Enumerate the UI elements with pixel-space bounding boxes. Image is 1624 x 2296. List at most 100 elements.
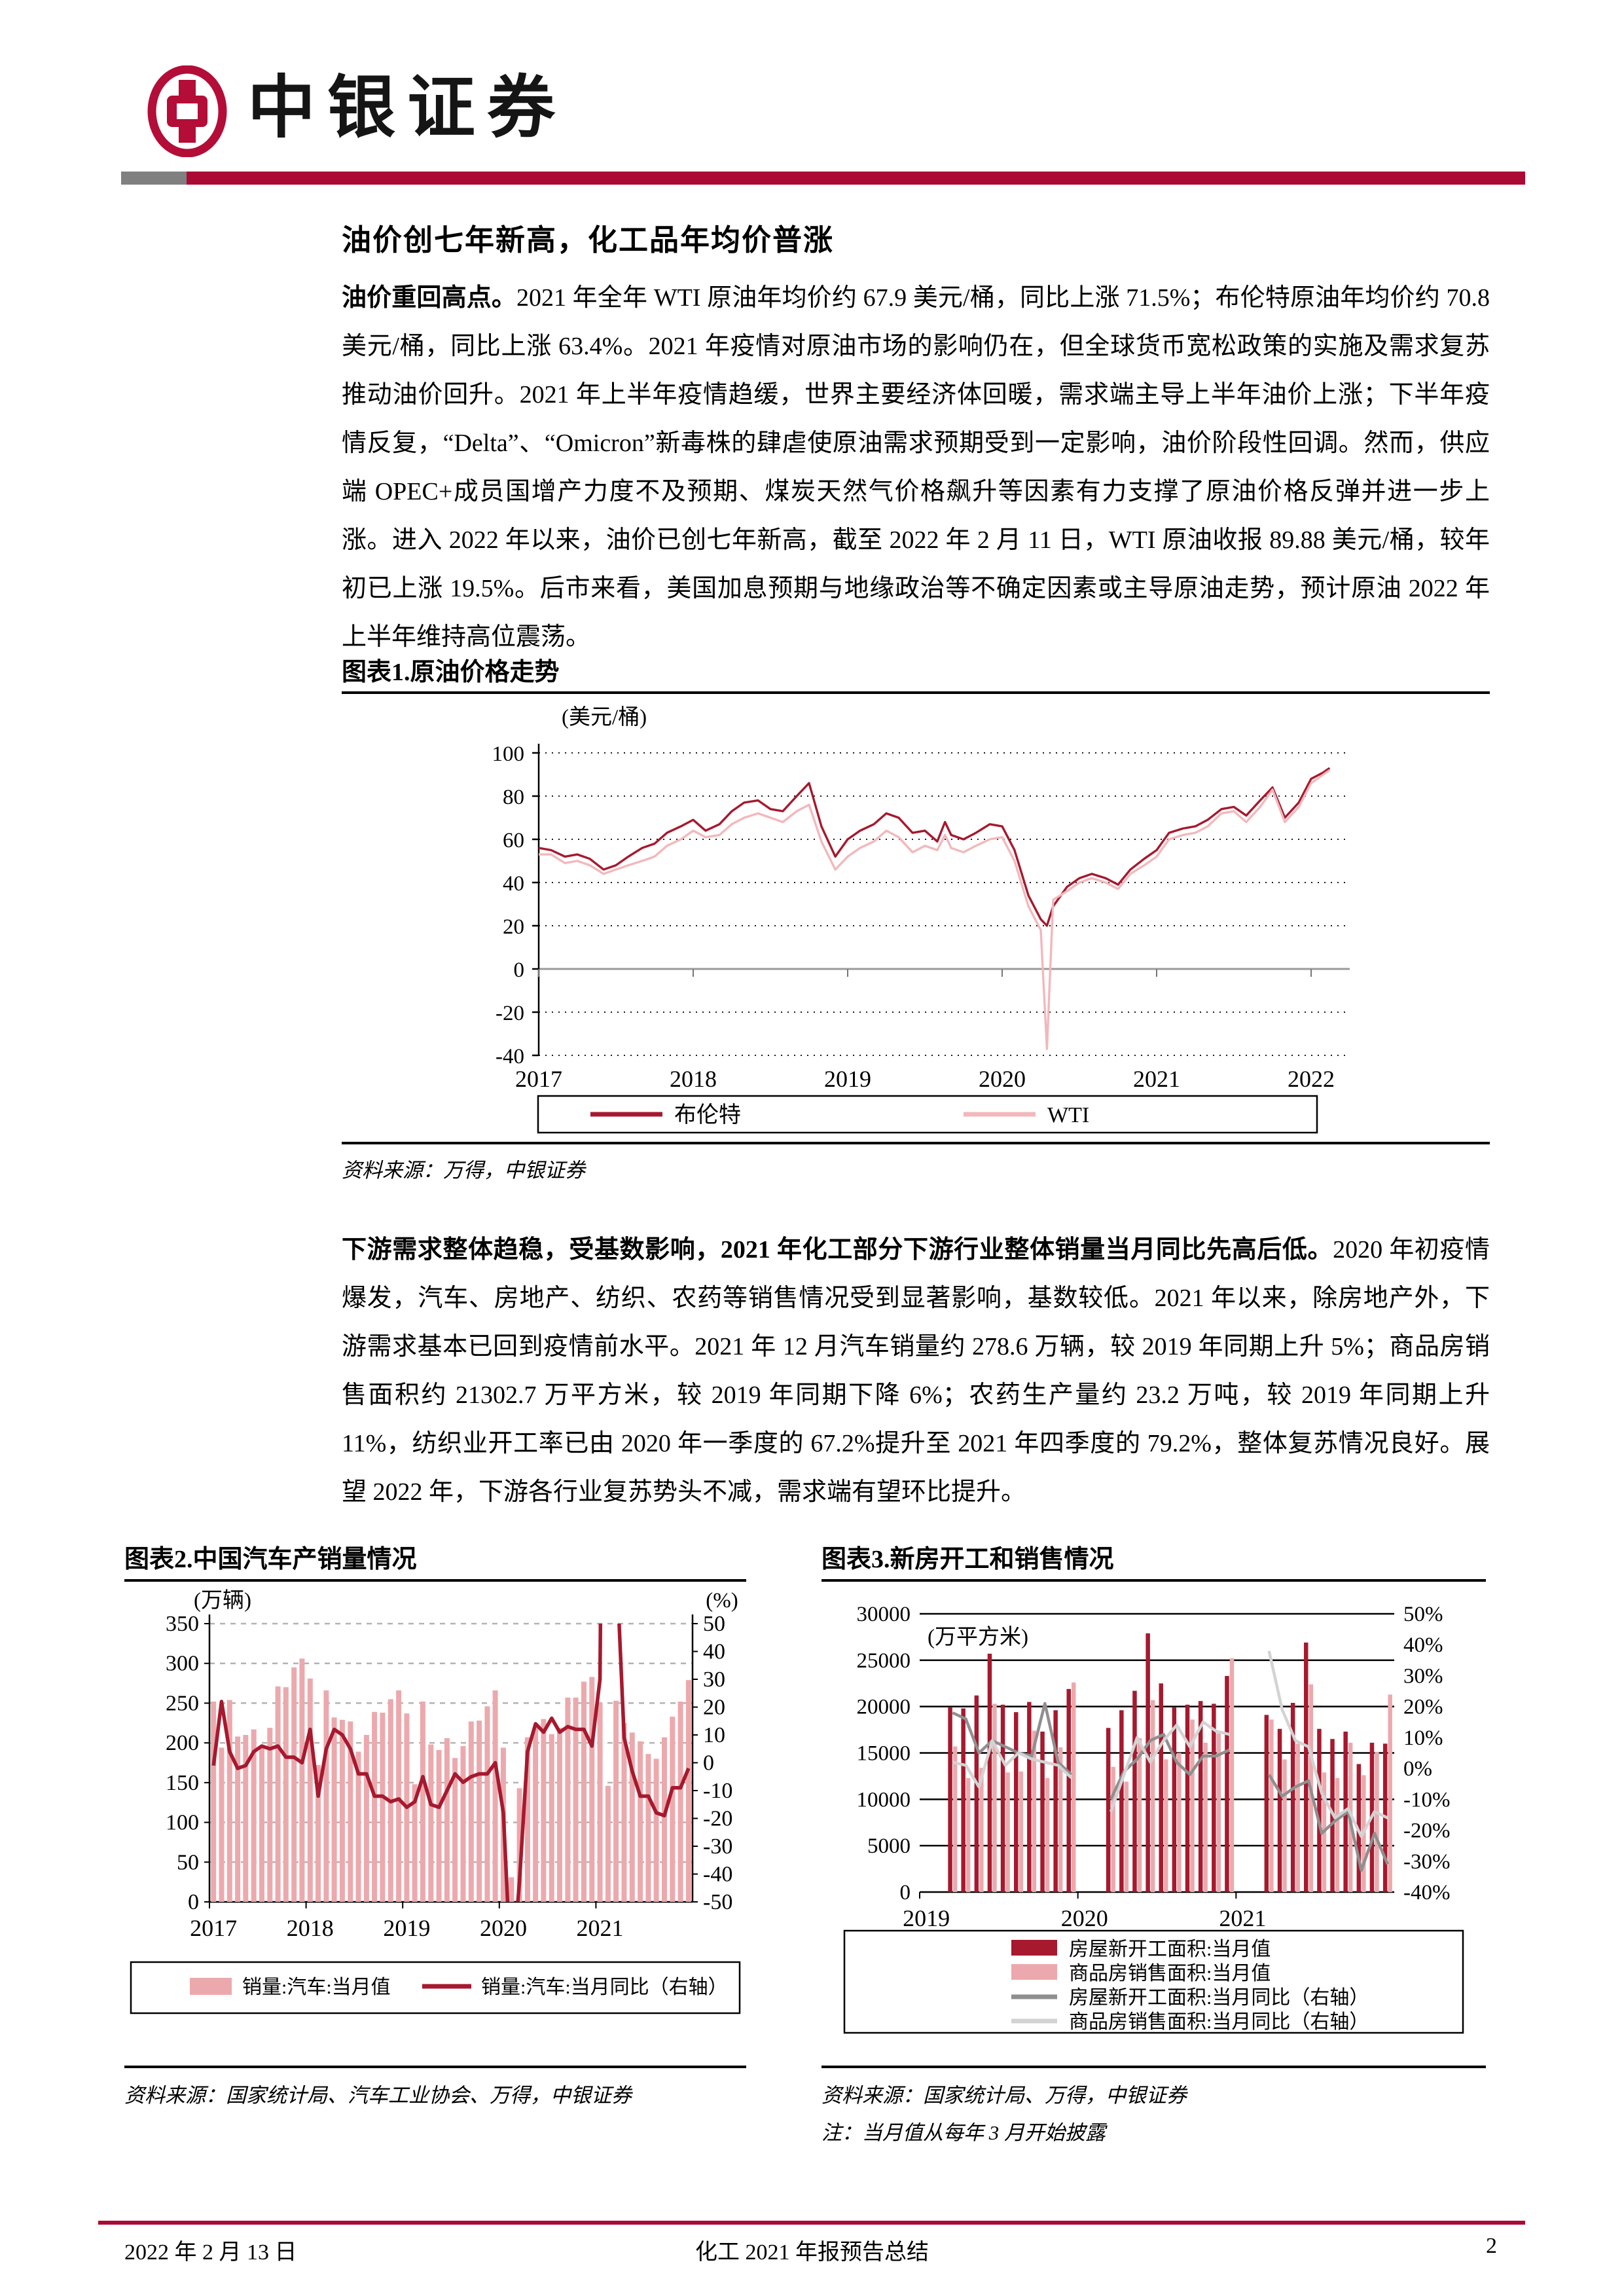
svg-text:150: 150 — [166, 1771, 199, 1795]
svg-text:2018: 2018 — [670, 1066, 717, 1092]
svg-text:200: 200 — [166, 1731, 199, 1755]
svg-text:(万辆): (万辆) — [194, 1588, 251, 1613]
svg-text:15000: 15000 — [857, 1742, 911, 1766]
header-bar-gray — [121, 172, 187, 185]
paragraph-body: 2020 年初疫情爆发，汽车、房地产、纺织、农药等销售情况受到显著影响，基数较低… — [342, 1236, 1490, 1506]
fig1-title: 图表1.原油价格走势 — [342, 659, 560, 686]
svg-text:-40: -40 — [703, 1863, 732, 1887]
boc-logo-icon — [147, 65, 227, 158]
svg-text:2017: 2017 — [515, 1066, 562, 1092]
svg-text:-40: -40 — [496, 1045, 524, 1068]
svg-text:(万平方米): (万平方米) — [928, 1625, 1028, 1649]
svg-text:-20: -20 — [703, 1807, 732, 1831]
svg-text:40: 40 — [703, 1640, 725, 1664]
svg-text:30%: 30% — [1403, 1664, 1443, 1688]
svg-text:10%: 10% — [1403, 1726, 1443, 1750]
svg-text:100: 100 — [492, 742, 525, 766]
fig1-source: 资料来源：万得，中银证券 — [342, 1159, 585, 1182]
fig2-title: 图表2.中国汽车产销量情况 — [124, 1546, 417, 1573]
svg-text:2021: 2021 — [1219, 1905, 1266, 1931]
fig3-rule-top — [821, 1579, 1486, 1582]
svg-text:0: 0 — [188, 1890, 199, 1914]
svg-text:100: 100 — [166, 1811, 199, 1835]
footer-rule — [98, 2221, 1525, 2225]
svg-text:(%): (%) — [706, 1589, 738, 1613]
svg-text:40: 40 — [503, 872, 524, 896]
fig2-source: 资料来源：国家统计局、汽车工业协会、万得，中银证券 — [124, 2084, 632, 2107]
footer-page-number: 2 — [1486, 2234, 1497, 2258]
svg-text:20000: 20000 — [857, 1696, 911, 1719]
svg-text:布伦特: 布伦特 — [674, 1102, 741, 1127]
svg-text:2020: 2020 — [1061, 1905, 1108, 1931]
svg-text:-50: -50 — [703, 1890, 732, 1914]
fig1-rule-top — [342, 691, 1490, 694]
fig3-note: 注：当月值从每年 3 月开始披露 — [821, 2121, 1106, 2144]
svg-text:25000: 25000 — [857, 1649, 911, 1673]
svg-text:0: 0 — [703, 1751, 714, 1776]
fig3-source: 资料来源：国家统计局、万得，中银证券 — [821, 2084, 1187, 2107]
svg-text:40%: 40% — [1403, 1633, 1443, 1657]
paragraph-downstream: 下游需求整体趋稳，受基数影响，2021 年化工部分下游行业整体销量当月同比先高后… — [342, 1226, 1490, 1516]
svg-text:-10: -10 — [703, 1779, 732, 1803]
svg-text:0: 0 — [514, 958, 525, 982]
paragraph-lead: 油价重回高点。 — [342, 284, 517, 312]
svg-text:2021: 2021 — [577, 1915, 624, 1941]
footer-doc-title: 化工 2021 年报预告总结 — [695, 2240, 929, 2265]
svg-text:-20: -20 — [496, 1002, 524, 1025]
svg-text:30000: 30000 — [857, 1603, 911, 1626]
svg-text:-40%: -40% — [1403, 1881, 1450, 1904]
svg-text:20: 20 — [703, 1696, 725, 1720]
svg-text:商品房销售面积:当月同比（右轴）: 商品房销售面积:当月同比（右轴） — [1069, 2011, 1369, 2033]
svg-text:销量:汽车:当月值: 销量:汽车:当月值 — [242, 1977, 391, 1998]
svg-text:2019: 2019 — [903, 1905, 950, 1931]
svg-text:0: 0 — [900, 1881, 911, 1904]
fig2-rule-bottom — [124, 2066, 746, 2068]
svg-text:10: 10 — [703, 1723, 725, 1747]
svg-text:80: 80 — [503, 786, 524, 809]
svg-text:2020: 2020 — [480, 1915, 527, 1941]
auto-sales-chart: 0 50 100 150 200 250 300 350 -50 -40 -30 -20 -10 0 10 2… — [130, 1588, 741, 2014]
fig3-rule-bottom — [821, 2066, 1486, 2068]
svg-text:销量:汽车:当月同比（右轴）: 销量:汽车:当月同比（右轴） — [481, 1977, 728, 1998]
svg-text:50: 50 — [703, 1612, 725, 1636]
svg-text:房屋新开工面积:当月同比（右轴）: 房屋新开工面积:当月同比（右轴） — [1069, 1987, 1369, 2009]
paragraph-lead: 下游需求整体趋稳，受基数影响，2021 年化工部分下游行业整体销量当月同比先高后… — [342, 1236, 1333, 1264]
svg-text:20: 20 — [503, 915, 524, 939]
section-title: 油价创七年新高，化工品年均价普涨 — [342, 224, 835, 257]
fig2-rule-top — [124, 1579, 746, 1582]
svg-text:20%: 20% — [1403, 1696, 1443, 1719]
svg-text:-30%: -30% — [1403, 1850, 1450, 1874]
footer-date: 2022 年 2 月 13 日 — [124, 2240, 297, 2265]
svg-text:2017: 2017 — [190, 1915, 237, 1941]
housing-chart: 0 5000 10000 15000 20000 25000 30000 -40% -30% -2… — [843, 1603, 1464, 2034]
svg-text:30: 30 — [703, 1667, 725, 1692]
fig3-title: 图表3.新房开工和销售情况 — [821, 1546, 1114, 1573]
svg-text:(美元/桶): (美元/桶) — [562, 705, 647, 729]
svg-text:-30: -30 — [703, 1834, 732, 1859]
svg-text:300: 300 — [166, 1652, 199, 1676]
paragraph-oil-price: 油价重回高点。2021 年全年 WTI 原油年均价约 67.9 美元/桶，同比上… — [342, 274, 1490, 661]
svg-text:2020: 2020 — [979, 1066, 1026, 1092]
svg-text:2021: 2021 — [1133, 1066, 1180, 1092]
svg-text:-20%: -20% — [1403, 1819, 1450, 1843]
svg-text:WTI: WTI — [1047, 1103, 1089, 1127]
svg-text:商品房销售面积:当月值: 商品房销售面积:当月值 — [1069, 1963, 1271, 1984]
svg-text:-10%: -10% — [1403, 1788, 1450, 1812]
svg-text:10000: 10000 — [857, 1788, 911, 1812]
brand-name: 中银证券 — [247, 71, 568, 146]
svg-text:房屋新开工面积:当月值: 房屋新开工面积:当月值 — [1069, 1939, 1271, 1960]
header-bar-red — [187, 172, 1525, 185]
svg-text:2019: 2019 — [383, 1915, 430, 1941]
svg-text:60: 60 — [503, 829, 524, 852]
svg-text:2022: 2022 — [1288, 1066, 1335, 1092]
svg-text:250: 250 — [166, 1691, 199, 1715]
svg-text:2019: 2019 — [824, 1066, 871, 1092]
oil-price-chart: -40 -20 0 20 40 60 80 100 2017 2018 2019 2020 2021 20… — [492, 705, 1350, 1134]
svg-text:5000: 5000 — [867, 1834, 911, 1858]
paragraph-body: 2021 年全年 WTI 原油年均价约 67.9 美元/桶，同比上涨 71.5%… — [342, 284, 1490, 651]
svg-text:350: 350 — [166, 1612, 199, 1636]
svg-text:0%: 0% — [1403, 1757, 1432, 1781]
svg-text:2018: 2018 — [287, 1915, 334, 1941]
svg-text:50: 50 — [177, 1850, 199, 1874]
